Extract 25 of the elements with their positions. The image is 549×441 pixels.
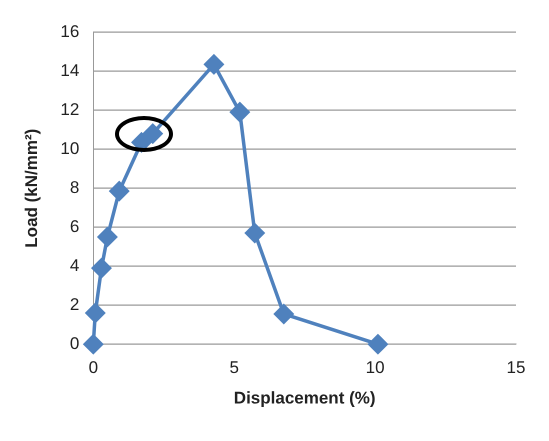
y-tick-label: 2 [70,294,80,314]
y-tick-label: 4 [70,256,80,275]
point [109,181,129,201]
x-tick-label: 15 [506,358,526,378]
x-tick-label: 5 [229,358,239,378]
y-tick-label: 12 [60,100,80,119]
point [86,303,106,323]
point [98,227,118,247]
point [84,334,104,354]
point [368,334,388,354]
x-tick-label: 0 [88,358,98,378]
point [92,258,112,278]
y-tick-label: 10 [60,138,80,158]
y-tick-label: 8 [70,178,80,197]
y-tick-label: 16 [60,22,80,41]
x-tick-label: 10 [366,358,385,378]
point [230,102,250,122]
y-tick-label: 0 [70,334,80,353]
point [204,54,224,74]
y-tick-label: 6 [70,216,80,236]
x-axis-title: Displacement (%) [234,388,376,408]
point [274,304,294,324]
y-axis-title: Load (kN/mm²) [22,128,41,248]
point [245,223,265,243]
y-tick-label: 14 [60,60,80,80]
